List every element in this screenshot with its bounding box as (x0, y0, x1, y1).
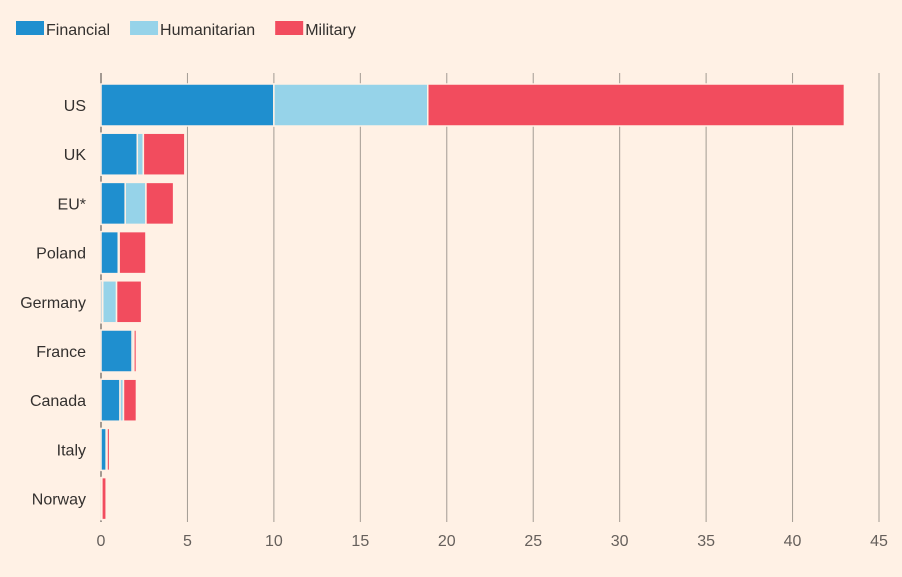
bar-eu-military (145, 181, 175, 226)
bar-us-financial (100, 83, 275, 127)
bar-eu-humanitarian (124, 181, 147, 226)
bar-france-military (133, 329, 138, 373)
category-label-uk: UK (64, 147, 87, 164)
bar-us-military (427, 83, 846, 127)
legend-swatch-military (275, 21, 304, 35)
bar-us-humanitarian (273, 83, 429, 127)
category-label-france: France (36, 344, 86, 361)
gridlines (100, 73, 880, 522)
x-tick-label-30: 30 (611, 533, 629, 550)
bar-france-financial (100, 329, 133, 373)
bar-germany-military (115, 280, 143, 324)
legend-swatch-financial (16, 21, 44, 35)
bar-italy-financial (100, 427, 107, 472)
bar-germany-humanitarian (101, 280, 118, 324)
legend: Financial Humanitarian Military (16, 21, 356, 39)
x-tick-label-40: 40 (784, 533, 802, 550)
category-label-germany: Germany (20, 295, 86, 312)
x-tick-label-10: 10 (265, 533, 283, 550)
bar-poland-financial (100, 230, 120, 275)
bars (100, 83, 846, 521)
x-tick-label-15: 15 (351, 533, 369, 550)
x-tick-label-35: 35 (697, 533, 715, 550)
category-label-italy: Italy (57, 442, 86, 459)
legend-label-humanitarian: Humanitarian (160, 22, 255, 39)
bar-italy-military (106, 427, 111, 472)
category-label-canada: Canada (30, 393, 86, 410)
x-tick-labels: 0 5 10 15 20 25 30 35 40 45 (97, 533, 888, 550)
bar-uk-humanitarian (136, 132, 145, 176)
x-tick-label-5: 5 (183, 533, 192, 550)
bar-uk-military (142, 132, 186, 176)
bar-norway-military (101, 476, 107, 521)
legend-label-financial: Financial (46, 22, 110, 39)
x-tick-label-25: 25 (524, 533, 542, 550)
category-label-eu: EU* (58, 196, 86, 213)
bar-poland-military (118, 230, 147, 275)
x-tick-label-45: 45 (870, 533, 888, 550)
category-label-us: US (64, 98, 86, 115)
legend-swatch-humanitarian (130, 21, 159, 35)
legend-label-military: Military (305, 22, 356, 39)
x-tick-label-20: 20 (438, 533, 456, 550)
category-label-norway: Norway (32, 492, 86, 509)
bar-canada-military (122, 378, 138, 422)
bar-canada-financial (100, 378, 121, 422)
bar-uk-financial (100, 132, 139, 176)
category-labels: US UK EU* Poland Germany France Canada Italy Nor… (20, 98, 86, 509)
category-label-poland: Poland (36, 246, 86, 263)
bar-eu-financial (100, 181, 126, 226)
x-tick-label-0: 0 (97, 533, 106, 550)
